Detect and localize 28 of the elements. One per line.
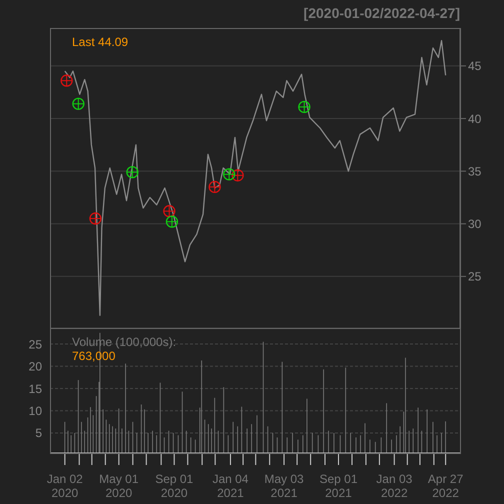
y-tick-label: 15 — [28, 382, 42, 396]
y-tick-label: 25 — [468, 270, 482, 284]
x-tick-label: Sep 01 2020 — [155, 472, 194, 500]
x-tick-label: May 03 2021 — [264, 472, 304, 500]
x-tick-label: Apr 27 2022 — [428, 472, 464, 500]
x-tick-label: Jan 02 2020 — [46, 472, 84, 500]
point — [232, 169, 244, 182]
point — [60, 74, 73, 87]
point — [89, 212, 102, 225]
y-tick-label: 45 — [468, 59, 482, 74]
y-tick-label: 30 — [468, 217, 482, 232]
point — [298, 100, 310, 114]
x-tick-label: Jan 04 2021 — [212, 472, 249, 500]
annotation: 763,000 — [72, 349, 116, 363]
y-tick-label: 35 — [468, 164, 482, 178]
chart-title: [2020-01-02/2022-04-27] — [304, 5, 460, 21]
point — [166, 216, 178, 228]
y-tick-label: 25 — [28, 337, 42, 352]
x-tick-label: Jan 03 2022 — [376, 472, 413, 500]
x-tick-label: May 01 2020 — [99, 472, 139, 500]
y-tick-label: 10 — [28, 404, 42, 418]
x-tick-label: Sep 01 2021 — [319, 472, 358, 500]
point — [72, 98, 84, 110]
y-tick-label: 20 — [28, 360, 42, 374]
annotation: Last 44.09 — [72, 35, 128, 49]
point — [163, 205, 176, 218]
y-tick-label: 5 — [35, 426, 42, 440]
y-tick-label: 40 — [468, 112, 482, 126]
